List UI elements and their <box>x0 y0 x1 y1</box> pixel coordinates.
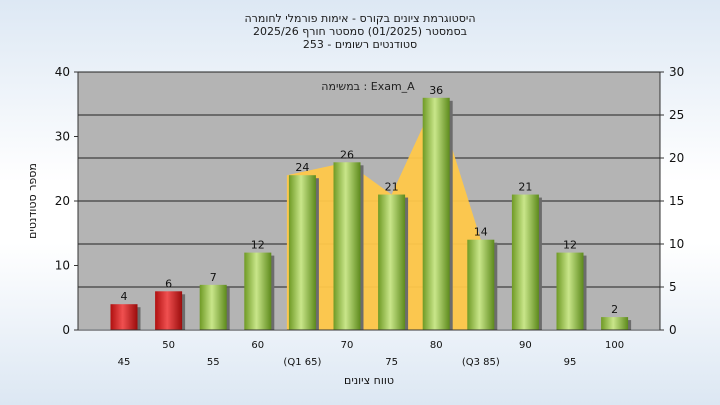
data-label: 6 <box>165 277 172 290</box>
x-tick-label: 45 <box>118 357 131 368</box>
y2-tick-label: 30 <box>669 65 684 79</box>
data-labels: 4 6 7 12 24 26 21 36 14 21 12 2 <box>121 84 619 316</box>
data-label: 14 <box>474 226 488 239</box>
data-label: 4 <box>121 290 128 303</box>
x-tick-label: 95 <box>564 357 577 368</box>
y2-tick-label: 10 <box>669 237 684 251</box>
y2-tick-label: 0 <box>669 323 677 337</box>
y2-axis-ticks: 0 5 10 15 20 25 30 <box>660 65 684 337</box>
x-tick-label: 90 <box>519 340 532 351</box>
bar <box>422 97 450 330</box>
data-label: 21 <box>385 181 399 194</box>
x-tick-label: (Q1 65) <box>283 357 321 368</box>
data-label: 21 <box>518 181 532 194</box>
y-tick-label: 10 <box>55 259 70 273</box>
bar <box>288 175 316 330</box>
annotation-label: במשימה : Exam_A <box>321 80 415 93</box>
x-tick-label: 50 <box>162 340 175 351</box>
x-tick-label: 75 <box>385 357 398 368</box>
bar <box>511 194 539 330</box>
bars <box>110 97 632 330</box>
data-label: 26 <box>340 148 354 161</box>
chart-title: היסטוגרמת ציונים בקורס - אימות פורמלי לח… <box>244 12 475 51</box>
x-tick-label: 100 <box>605 340 624 351</box>
x-tick-label: 70 <box>341 340 354 351</box>
y2-tick-label: 15 <box>669 194 684 208</box>
y2-tick-label: 20 <box>669 151 684 165</box>
bar <box>601 317 629 330</box>
title-line-3: סטודנטים רשומים - 253 <box>303 38 417 51</box>
y-tick-label: 0 <box>62 323 70 337</box>
data-label: 7 <box>210 271 217 284</box>
bar <box>155 291 183 330</box>
y2-tick-label: 25 <box>669 108 684 122</box>
title-line-2: בסמסטר (01/2025) סמסטר חורף 2025/26 <box>253 25 467 38</box>
data-label: 36 <box>429 84 443 97</box>
x-axis-label: טווח ציונים <box>344 374 394 387</box>
data-label: 2 <box>611 303 618 316</box>
x-tick-label: 55 <box>207 357 220 368</box>
x-tick-label: 80 <box>430 340 443 351</box>
bar <box>556 252 584 330</box>
bar <box>333 162 361 330</box>
y2-tick-label: 5 <box>669 280 677 294</box>
y-axis-ticks: 0 10 20 30 40 <box>55 65 78 337</box>
bar <box>467 239 495 330</box>
bar <box>110 304 138 330</box>
y-tick-label: 30 <box>55 130 70 144</box>
y-tick-label: 40 <box>55 65 70 79</box>
data-label: 12 <box>251 239 265 252</box>
x-tick-label: (Q3 85) <box>462 357 500 368</box>
x-tick-label: 60 <box>251 340 264 351</box>
y-tick-label: 20 <box>55 194 70 208</box>
bar <box>378 194 406 330</box>
bar <box>199 284 227 330</box>
bar <box>244 252 272 330</box>
title-line-1: היסטוגרמת ציונים בקורס - אימות פורמלי לח… <box>244 12 475 25</box>
data-label: 24 <box>295 161 309 174</box>
data-label: 12 <box>563 239 577 252</box>
y-axis-label: מספר סטודנטים <box>26 163 39 239</box>
x-axis-ticks: 45 50 55 60 (Q1 65) 70 75 80 (Q3 85) 90 95 100 <box>118 340 625 368</box>
